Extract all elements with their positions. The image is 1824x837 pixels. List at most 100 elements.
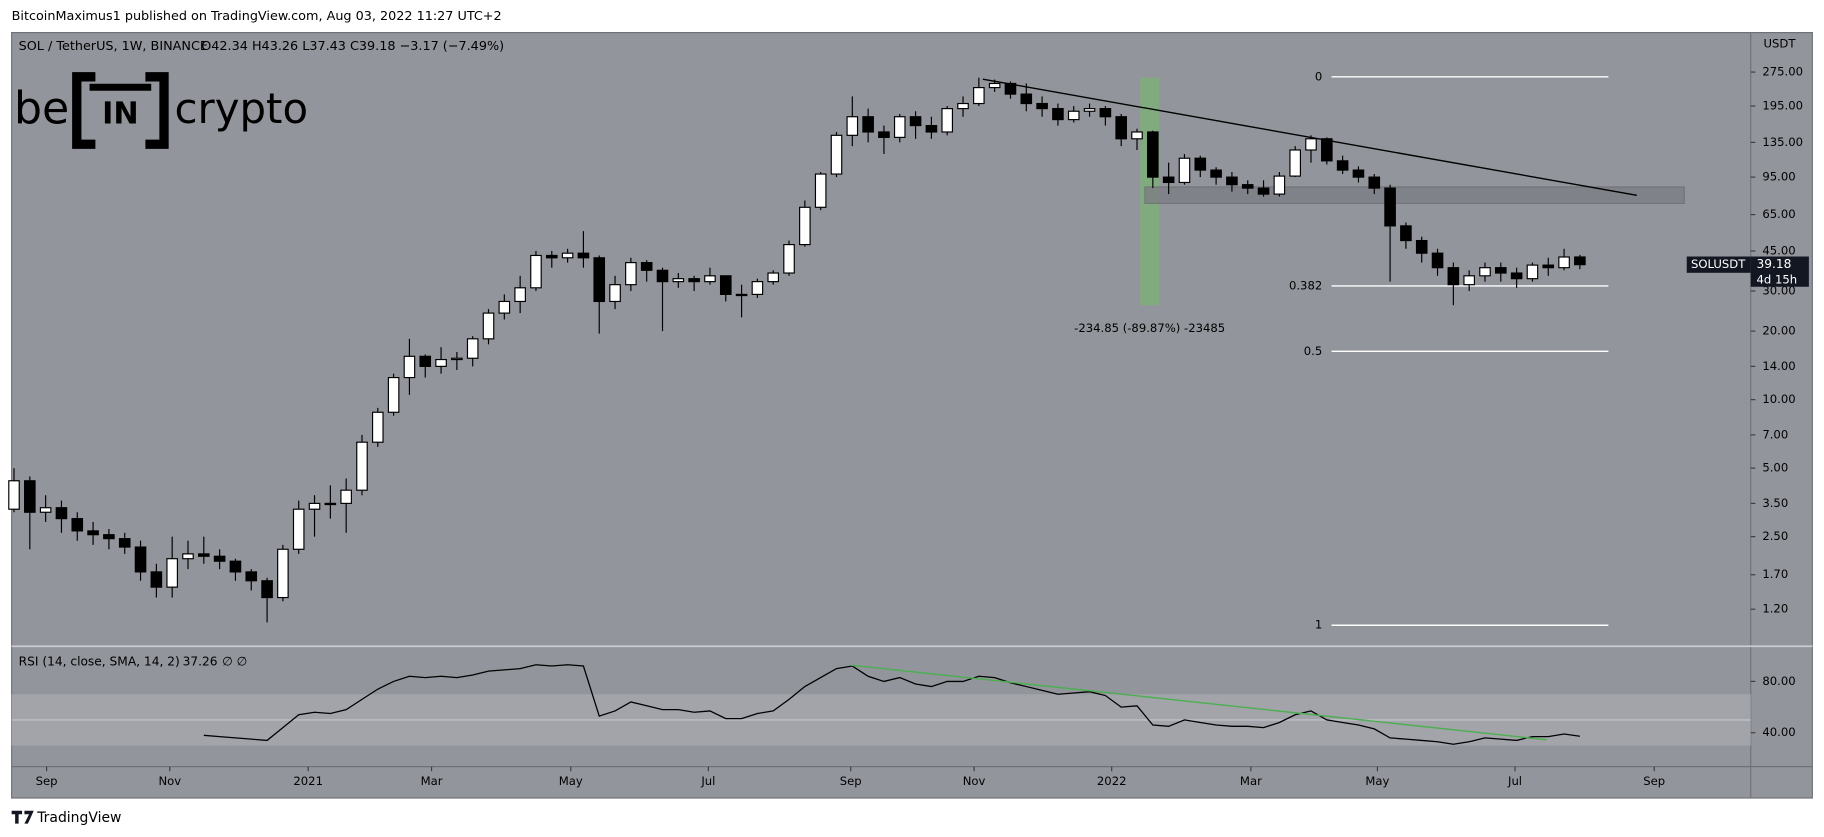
candle-body: [1241, 184, 1254, 189]
candle-body: [1194, 157, 1207, 171]
candle-body: [1147, 131, 1159, 178]
candle-body: [1336, 160, 1349, 171]
candle-body: [134, 546, 147, 573]
candle-body: [387, 376, 400, 413]
candle-body: [561, 252, 574, 259]
x-tick-label: Mar: [1240, 774, 1262, 788]
candle-body: [1400, 225, 1412, 242]
candle-body: [1352, 169, 1365, 178]
candle-body: [103, 534, 115, 540]
candle-body: [1273, 175, 1286, 195]
candle-body: [656, 269, 669, 283]
candle-body: [356, 441, 368, 491]
candle-body: [245, 571, 258, 582]
y-tick-label: 20.00: [1762, 324, 1795, 338]
candle-body: [1574, 256, 1586, 266]
candle-body: [1052, 108, 1064, 121]
candle-body: [403, 355, 416, 379]
x-tick-label: Sep: [36, 774, 58, 788]
candle-body: [1542, 264, 1555, 269]
trendline: [982, 78, 1637, 197]
candle-body: [1131, 131, 1143, 140]
candle-body: [1289, 149, 1301, 177]
candle-body: [893, 116, 906, 138]
axis-unit: USDT: [1764, 37, 1797, 51]
fib-label: 1: [1315, 618, 1322, 632]
y-tick-label: 10.00: [1762, 392, 1795, 406]
candle-body: [198, 553, 210, 557]
candle-body: [751, 281, 764, 295]
x-tick-label: Jul: [700, 774, 715, 788]
footer-brand: TradingView: [36, 810, 121, 826]
rsi-value: 37.26: [183, 654, 218, 668]
logo-bracket: [145, 72, 169, 149]
candle-body: [371, 411, 384, 443]
candle-body: [451, 357, 463, 361]
x-tick-label: Sep: [1643, 774, 1665, 788]
candle-body: [308, 502, 321, 510]
candle-body: [1099, 108, 1112, 118]
y-tick-label: 2.50: [1762, 529, 1788, 543]
published-line: BitcoinMaximus1 published on TradingView…: [12, 9, 502, 24]
candle-body: [719, 275, 732, 295]
candle-body: [1178, 157, 1191, 184]
candle-body: [988, 82, 1001, 89]
candle-body: [1495, 267, 1507, 274]
candle-body: [1431, 252, 1444, 269]
candle-body: [593, 257, 606, 303]
x-tick-label: May: [559, 774, 583, 788]
fib-label: 0: [1315, 69, 1322, 83]
x-tick-label: 2021: [293, 774, 323, 788]
candle-body: [24, 480, 36, 513]
y-tick-label: 45.00: [1762, 243, 1795, 257]
candle-body: [957, 102, 969, 110]
candle-body: [783, 244, 795, 274]
candle-body: [925, 125, 938, 133]
logo-middle: IN: [102, 97, 139, 132]
rsi-y-tick-label: 40.00: [1762, 725, 1795, 739]
symbol-tag-label: SOLUSDT: [1691, 257, 1746, 271]
rsi-line: [203, 664, 1580, 745]
logo-left: be: [14, 84, 69, 135]
fib-label: 0.382: [1289, 278, 1322, 292]
rsi-extra: ∅ ∅: [222, 654, 247, 668]
candle-body: [340, 489, 352, 504]
fib-label: 0.5: [1304, 344, 1323, 358]
candle-body: [1115, 116, 1127, 140]
candle-body: [1305, 138, 1317, 151]
candle-body: [482, 312, 495, 340]
candle-body: [1447, 267, 1460, 286]
x-tick-label: Nov: [158, 774, 181, 788]
symbol-tag: [1686, 256, 1751, 273]
measure-label: -234.85 (-89.87%) -23485: [1074, 321, 1225, 335]
candle-body: [1020, 93, 1033, 105]
candle-body: [514, 287, 526, 303]
candle-body: [118, 538, 131, 548]
candle-body: [846, 116, 859, 136]
candle-body: [435, 358, 447, 367]
candle-body: [640, 262, 653, 271]
candle-body: [292, 508, 305, 550]
ohlc-values: O42.34 H43.26 L37.43 C39.18 −3.17 (−7.49…: [201, 39, 504, 54]
candle-body: [229, 560, 242, 573]
price-tag-label: 39.18: [1757, 257, 1792, 271]
candle-body: [1321, 138, 1333, 162]
candle-body: [1463, 275, 1475, 286]
candle-body: [1210, 169, 1222, 178]
candle-body: [1162, 176, 1175, 184]
candle-body: [1067, 110, 1080, 121]
candle-body: [261, 580, 273, 599]
candle-body: [862, 116, 874, 133]
candle-body: [878, 131, 890, 138]
candle-body: [150, 571, 163, 588]
candle-body: [1415, 239, 1428, 254]
candle-body: [767, 272, 780, 283]
candle-body: [1226, 176, 1238, 186]
y-tick-label: 135.00: [1762, 135, 1803, 149]
candle-body: [498, 300, 511, 314]
candle-body: [973, 87, 985, 105]
candle-body: [609, 284, 621, 303]
candle-body: [909, 116, 922, 127]
logo-bar: [89, 83, 152, 91]
